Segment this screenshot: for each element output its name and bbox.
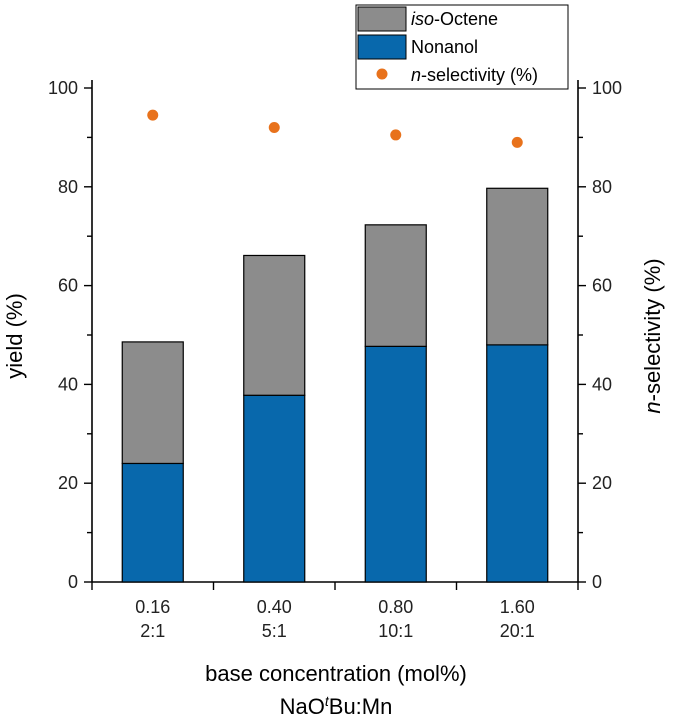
legend-label-iso-octene: iso-Octene [411,9,498,29]
bar-nonanol [121,462,184,583]
y2-axis-title-rest: -selectivity (%) [640,258,665,401]
selectivity-point [511,136,523,148]
legend-label-nonanol: Nonanol [411,37,478,57]
y2-tick-label: 0 [592,572,602,592]
y-axis-title: yield (%) [2,293,27,379]
bar-nonanol [243,394,306,583]
y-tick-label: 20 [58,473,78,493]
y-tick-label: 0 [68,572,78,592]
y2-axis-title: n-selectivity (%) [640,258,665,413]
bar-iso-octene [364,224,427,347]
x-tick-sublabel: 10:1 [378,621,413,641]
y2-tick-label: 40 [592,374,612,394]
x-axis-subtitle-pre: NaO [280,694,325,719]
bar-iso-octene [243,254,306,396]
y2-axis-title-italic: n [640,401,665,413]
bar-nonanol [486,344,549,583]
x-axis-subtitle-sup: t [325,693,330,709]
selectivity-points [147,109,523,148]
selectivity-point [147,109,159,121]
x-axis-subtitle: NaOtBu:Mn [280,693,393,719]
legend-swatch-iso-octene [357,6,407,32]
y2-tick-label: 100 [592,78,622,98]
y2-tick-label: 80 [592,177,612,197]
bar-nonanol [364,345,427,583]
selectivity-point [390,129,402,141]
x-axis-subtitle-post: Bu:Mn [329,694,393,719]
x-tick-label: 0.80 [378,597,413,617]
x-tick-sublabel: 20:1 [500,621,535,641]
x-tick-label: 0.40 [257,597,292,617]
x-tick-label: 0.16 [135,597,170,617]
legend-marker-n-selectivity [376,68,388,80]
bar-iso-octene [486,187,549,346]
y-tick-label: 60 [58,276,78,296]
bars [121,187,549,583]
tick-labels: 0 0 20 20 40 40 60 60 80 80 100 100 0.16 2:1 0.40 5:1 0.… [48,78,622,641]
y-tick-label: 100 [48,78,78,98]
x-tick-label: 1.60 [500,597,535,617]
bar-iso-octene [121,341,184,465]
y-tick-label: 80 [58,177,78,197]
x-tick-sublabel: 5:1 [262,621,287,641]
y-tick-label: 40 [58,374,78,394]
x-axis-title: base concentration (mol%) [205,661,467,686]
y2-tick-label: 20 [592,473,612,493]
legend-label-n-selectivity: n-selectivity (%) [411,65,538,85]
selectivity-point [268,122,280,134]
legend: iso-Octene Nonanol n-selectivity (%) [355,4,569,90]
y2-tick-label: 60 [592,276,612,296]
legend-swatch-nonanol [357,34,407,60]
x-tick-sublabel: 2:1 [140,621,165,641]
